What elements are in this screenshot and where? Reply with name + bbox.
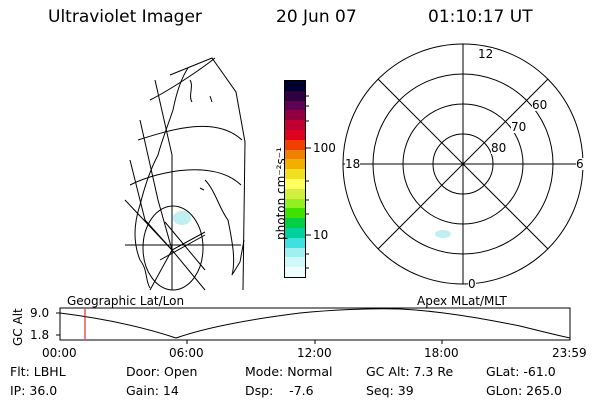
dsp-info: Dsp: -7.6 [245, 383, 314, 398]
colorbar-segment [285, 208, 305, 219]
colorbar [284, 80, 306, 278]
colorbar-segment [285, 100, 305, 111]
aurora-patch-geo [173, 211, 191, 225]
colorbar-segment [285, 188, 305, 199]
colorbar-segment [285, 129, 305, 140]
colorbar-segment [285, 267, 305, 277]
altitude-xtick-0600: 06:00 [169, 346, 204, 360]
altitude-ytick-1-8: 1.8 [30, 328, 50, 342]
altitude-curve [59, 308, 571, 339]
altitude-xtick-1200: 12:00 [297, 346, 332, 360]
colorbar-segment [285, 81, 305, 91]
mlt-label-0: 0 [468, 277, 476, 291]
coastline-outline [134, 67, 245, 289]
gc-alt-info: GC Alt: 7.3 Re [366, 364, 454, 379]
glon-info: GLon: 265.0 [486, 383, 562, 398]
gain-info: Gain: 14 [126, 383, 179, 398]
mlt-label-18: 18 [345, 157, 361, 171]
colorbar-tick-100: 100 [313, 141, 336, 155]
polar-plot-caption: Apex MLat/MLT [417, 294, 507, 308]
altitude-plot-frame [59, 307, 571, 341]
colorbar-segment [285, 218, 305, 228]
seq-info: Seq: 39 [366, 383, 414, 398]
polar-diag-2 [377, 78, 549, 250]
colorbar-tick-10: 10 [313, 228, 329, 242]
lat-label-60: 60 [532, 98, 548, 112]
time-label: 01:10:17 UT [428, 7, 533, 27]
mlt-label-6: 6 [576, 157, 584, 171]
colorbar-segment [285, 110, 305, 121]
colorbar-segment [285, 139, 305, 150]
geo-grid-lines [124, 57, 246, 291]
instrument-title: Ultraviolet Imager [48, 7, 202, 27]
mode-info: Mode: Normal [245, 364, 333, 379]
colorbar-segment [285, 149, 305, 160]
altitude-xtick-1800: 18:00 [424, 346, 459, 360]
aurora-patch-polar [435, 230, 451, 238]
glat-info: GLat: -61.0 [486, 364, 556, 379]
altitude-xtick-0000: 00:00 [42, 346, 77, 360]
altitude-ytick-9: 9.0 [30, 306, 50, 320]
colorbar-segment [285, 178, 305, 189]
colorbar-segment [285, 237, 305, 248]
door-info: Door: Open [126, 364, 198, 379]
date-label: 20 Jun 07 [276, 7, 357, 27]
colorbar-segment [285, 198, 305, 209]
colorbar-segment [285, 169, 305, 179]
mlt-label-12: 12 [478, 47, 494, 61]
ip-info: IP: 36.0 [10, 383, 58, 398]
colorbar-segment [285, 257, 305, 268]
geo-map-caption: Geographic Lat/Lon [67, 294, 185, 308]
altitude-ylabel: GC Alt [11, 308, 25, 346]
colorbar-segment [285, 247, 305, 258]
filter-info: Flt: LBHL [10, 364, 66, 379]
lat-label-80: 80 [491, 141, 507, 155]
colorbar-segment [285, 90, 305, 101]
altitude-xtick-2359: 23:59 [552, 346, 587, 360]
colorbar-segment [285, 120, 305, 130]
colorbar-segment [285, 227, 305, 238]
colorbar-segment [285, 159, 305, 170]
lat-label-70: 70 [511, 120, 527, 134]
